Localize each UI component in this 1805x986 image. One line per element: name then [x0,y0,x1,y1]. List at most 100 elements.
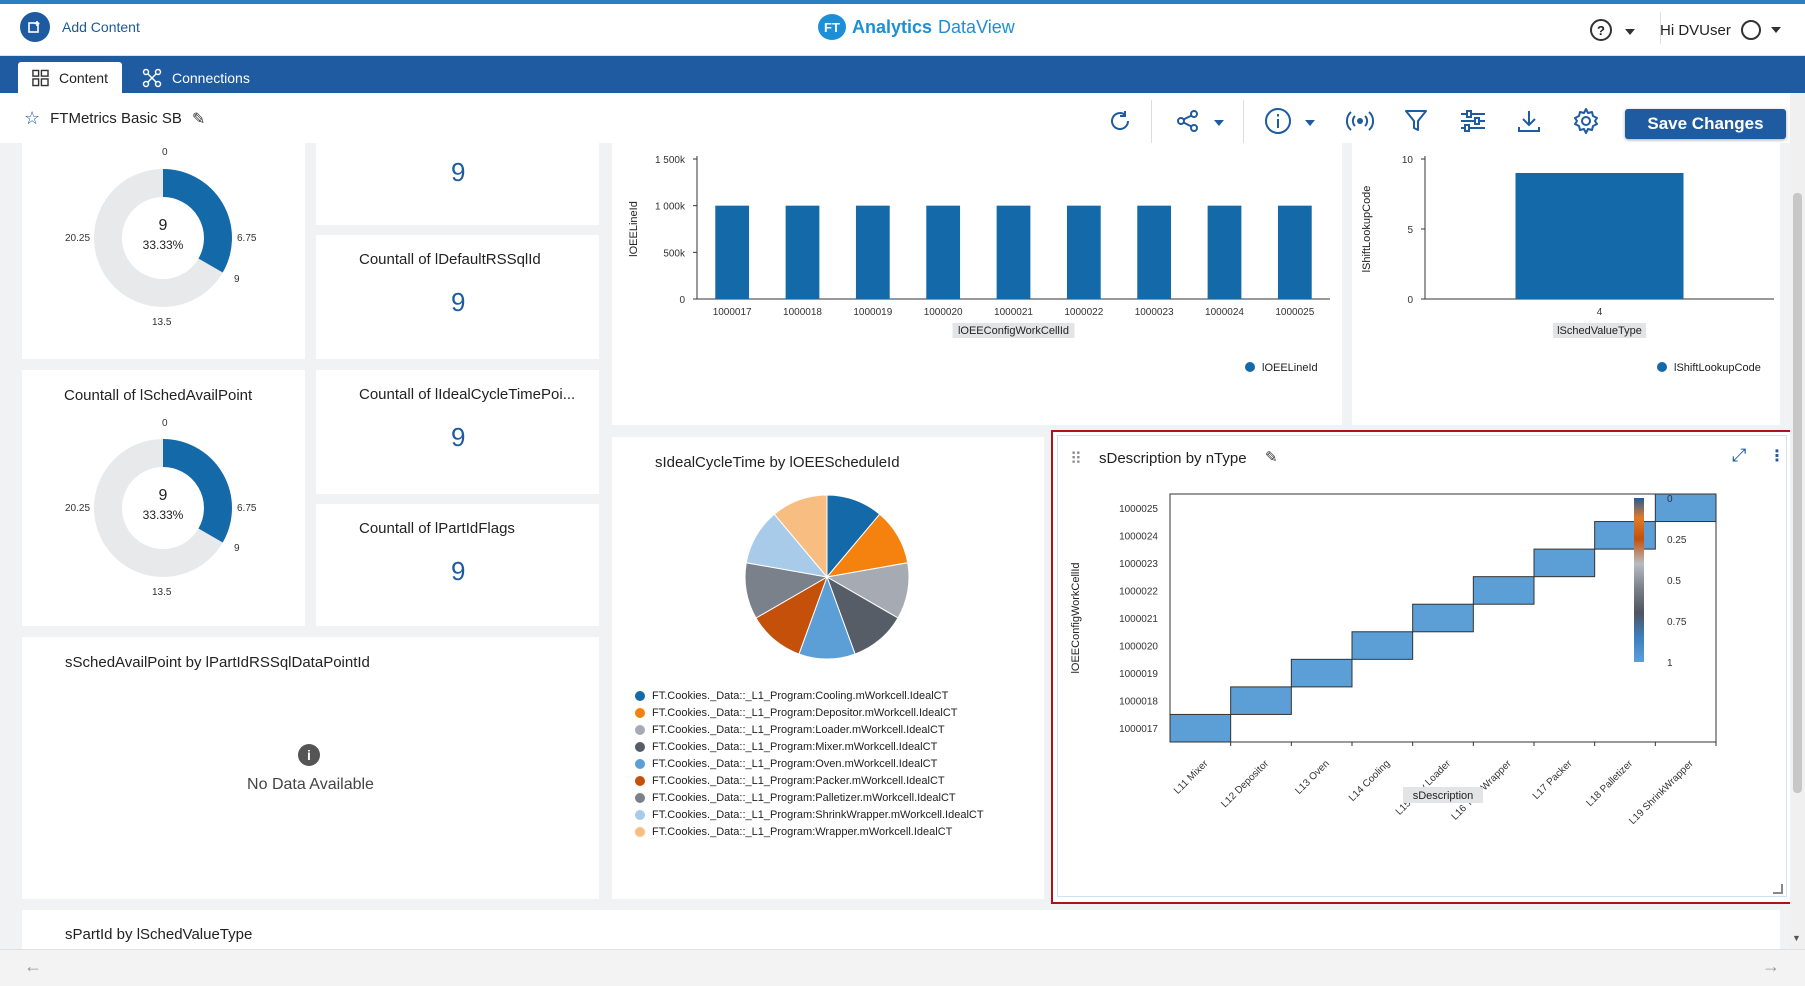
x-tick-label: L11 Mixer [1172,758,1211,797]
pie-legend-item[interactable]: FT.Cookies._Data::_L1_Program:Loader.mWo… [635,724,945,736]
x-tick-label: 1000018 [783,307,822,318]
pie-chart-card[interactable]: sIdealCycleTime by lOEEScheduleId FT.Coo… [612,437,1044,899]
bar-chart-2: 0 5 10 4 lSchedValueType lShiftLookupCode lShi… [1361,155,1774,374]
y-tick-label: 1000018 [1119,697,1158,708]
help-dropdown-icon[interactable] [1625,29,1635,35]
broadcast-icon[interactable] [1343,104,1377,138]
kpi-card-ideal[interactable]: Countall of lIdealCycleTimePoi... 9 [316,370,599,494]
dashboard-toolbar [0,93,1790,143]
header-divider [1660,12,1661,44]
user-avatar-icon [1740,20,1761,40]
x-tick-label: L17 Packer [1531,758,1575,802]
heatmap-cell [1230,686,1292,715]
scroll-left-icon[interactable]: ← [24,956,42,976]
pie-legend-item[interactable]: FT.Cookies._Data::_L1_Program:Cooling.mW… [635,690,948,702]
y-tick-label: 5 [1407,225,1413,236]
sliders-icon[interactable] [1456,104,1490,138]
kpi-card-top[interactable]: 9 [316,143,599,225]
heatmap-cell [1472,576,1535,605]
heatmap-cell [1594,521,1656,550]
y-tick-label: 0 [679,295,685,306]
legend-label: lOEELineId [1262,362,1318,374]
heatmap-cell [1169,713,1232,743]
dashboard-canvas: 0 6.75 9 13.5 20.25 9 33.33% 9 Countall … [0,143,1790,949]
pie-legend-item[interactable]: FT.Cookies._Data::_L1_Program:ShrinkWrap… [635,809,984,821]
y-tick-label: 1000017 [1119,724,1158,735]
x-tick-label: 1000019 [853,307,892,318]
donut-card-1[interactable]: 0 6.75 9 13.5 20.25 9 33.33% [22,143,305,359]
tab-connections[interactable]: Connections [128,62,264,93]
heatmap-card[interactable]: ⠿ sDescription by nType ✎ ⤢ ⋮ 1000017 100… [1051,430,1790,904]
add-content-button[interactable]: Add Content [20,12,140,42]
refresh-icon[interactable] [1103,104,1137,138]
heatmap-cell [1351,631,1414,660]
scroll-down-icon[interactable]: ▼ [1792,933,1801,943]
donut-tick-9: 9 [234,274,240,285]
no-data-message: No Data Available [247,776,374,793]
resize-handle-icon[interactable] [1773,884,1783,894]
expand-icon[interactable]: ⤢ [1732,445,1747,465]
y-tick-label: 1000023 [1119,559,1158,570]
scroll-right-icon[interactable]: → [1762,956,1780,976]
legend-dot [1657,362,1667,372]
horizontal-scrollbar[interactable]: ← → [0,949,1805,986]
bar-chart-card-1[interactable]: 0 500k 1 000k 1 500k 1000017 1000018 1000019 10… [612,143,1342,425]
x-tick-label: L14 Cooling [1347,758,1393,804]
bar [1137,205,1172,299]
drag-handle-icon[interactable]: ⠿ [1070,451,1082,468]
help-icon[interactable]: ? [1590,19,1612,41]
heatmap-cell [1290,658,1353,688]
vertical-scroll-thumb[interactable] [1793,193,1802,793]
info-icon[interactable] [1261,104,1295,138]
tab-content[interactable]: Content [18,62,122,93]
legend-label: FT.Cookies._Data::_L1_Program:Mixer.mWor… [652,741,938,753]
pie-legend-item[interactable]: FT.Cookies._Data::_L1_Program:Packer.mWo… [635,775,945,787]
kpi-card-partid[interactable]: Countall of lPartIdFlags 9 [316,504,599,626]
gear-icon[interactable] [1569,104,1603,138]
donut-2-title: Countall of lSchedAvailPoint [64,387,253,404]
bar-chart-card-2[interactable]: 0 5 10 4 lSchedValueType lShiftLookupCode lShi… [1352,143,1780,425]
user-menu[interactable]: Hi DVUser [1660,20,1781,40]
pie-legend-item[interactable]: FT.Cookies._Data::_L1_Program:Depositor.… [635,707,957,719]
legend-label: FT.Cookies._Data::_L1_Program:Oven.mWork… [652,758,938,770]
colorbar-tick-label: 0.75 [1667,617,1687,628]
bar [1066,205,1101,299]
edit-title-icon[interactable]: ✎ [191,110,206,128]
pie-legend-item[interactable]: FT.Cookies._Data::_L1_Program:Wrapper.mW… [635,826,952,838]
save-changes-button[interactable]: Save Changes [1625,109,1786,139]
bar [1277,205,1312,299]
legend-dot [635,759,645,769]
pie-legend-item[interactable]: FT.Cookies._Data::_L1_Program:Oven.mWork… [635,758,937,770]
pie-legend-item[interactable]: FT.Cookies._Data::_L1_Program:Mixer.mWor… [635,741,937,753]
donut-card-2[interactable]: Countall of lSchedAvailPoint 0 6.75 9 13… [22,370,305,626]
donut2-filled-segment [162,439,232,543]
kpi-default-value: 9 [451,287,466,317]
star-icon[interactable]: ☆ [24,108,41,128]
info-dropdown-icon[interactable] [1305,120,1315,126]
pie-legend-item[interactable]: FT.Cookies._Data::_L1_Program:Palletizer… [635,792,956,804]
user-dropdown-icon [1770,27,1781,33]
tab-connections-label: Connections [172,69,250,86]
kpi-card-default[interactable]: Countall of lDefaultRSSqlId 9 [316,235,599,359]
bar [855,205,890,299]
donut-tick-0: 0 [162,147,168,158]
filter-icon[interactable] [1399,104,1433,138]
legend-dot [635,708,645,718]
legend-label: FT.Cookies._Data::_L1_Program:Wrapper.mW… [652,826,953,838]
more-options-icon[interactable]: ⋮ [1769,448,1785,465]
donut-filled-segment [162,169,232,273]
y-axis-title: lOEELineId [628,201,640,257]
no-data-card-title: sSchedAvailPoint by lPartIdRSSqlDataPoin… [65,654,370,671]
vertical-scrollbar[interactable]: ▼ [1790,93,1805,949]
y-tick-label: 1 000k [655,202,686,213]
share-dropdown-icon[interactable] [1214,120,1224,126]
edit-chart-icon[interactable]: ✎ [1265,449,1278,466]
share-icon[interactable] [1171,104,1205,138]
x-tick-label: L19 ShrinkWrapper [1627,758,1696,827]
bottom-chart-card[interactable]: sPartId by lSchedValueType [22,910,1780,949]
donut2-tick-9: 9 [234,543,240,554]
bar [996,205,1031,299]
download-icon[interactable] [1512,104,1546,138]
no-data-card[interactable]: sSchedAvailPoint by lPartIdRSSqlDataPoin… [22,637,599,899]
logo-product: DataView [938,16,1015,37]
